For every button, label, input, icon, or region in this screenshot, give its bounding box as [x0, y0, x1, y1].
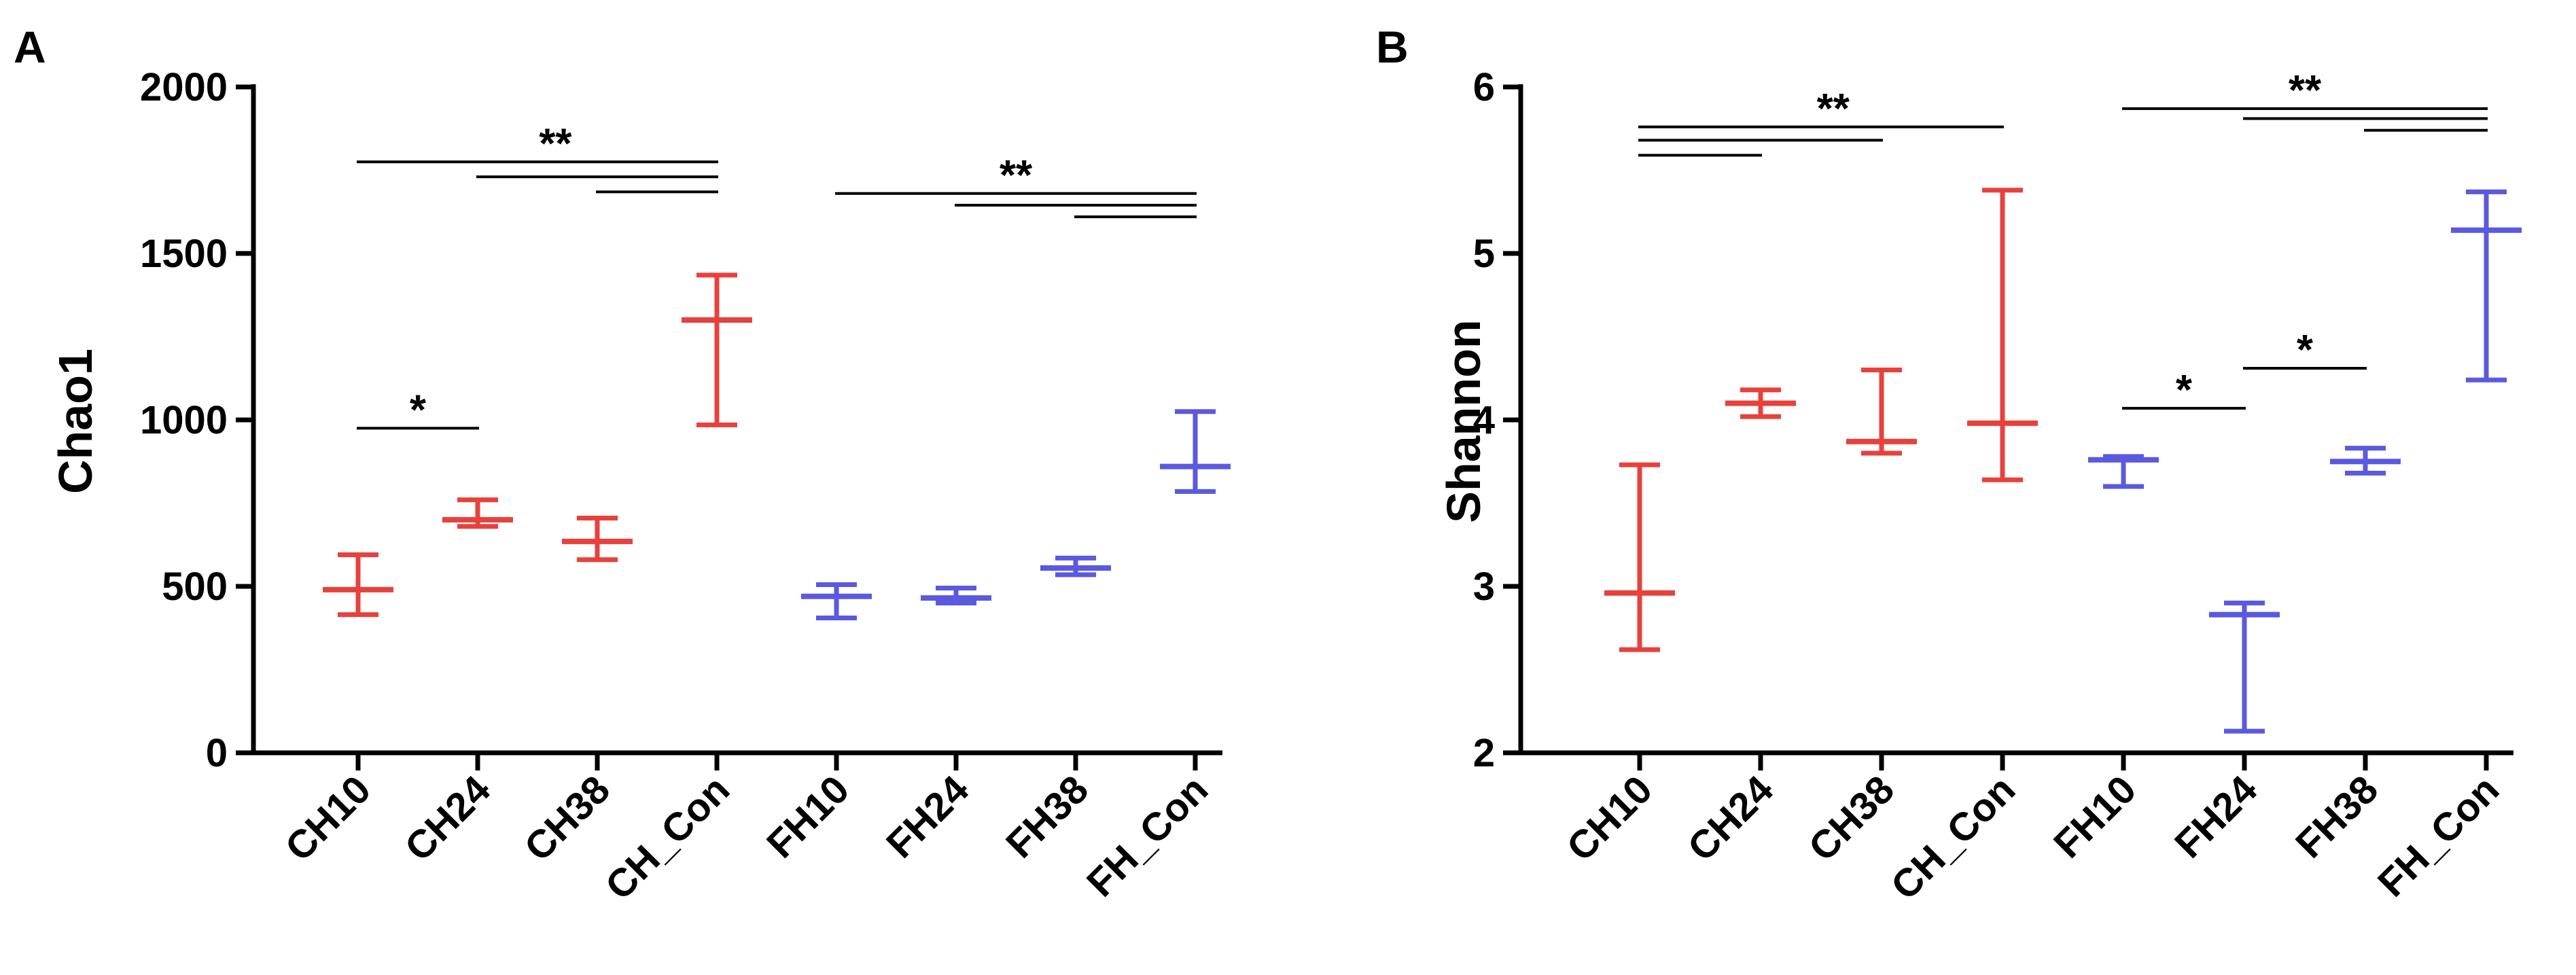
data-marker-ch-con: [1967, 188, 2038, 482]
significance-label: **: [1817, 86, 1850, 132]
significance-label: *: [410, 387, 427, 433]
significance-label: **: [1000, 152, 1033, 199]
data-marker-fh-con: [1160, 409, 1231, 494]
x-category-label: FH38: [2287, 767, 2386, 866]
x-category-label: CH10: [1558, 767, 1661, 870]
panel-b-label: B: [1376, 22, 1409, 72]
panel-a-chao1-chart: A Chao1 0 500 1000 1500 2000 CH10 CH24 CH38CH_C…: [14, 22, 1231, 908]
x-category-label: FH24: [878, 767, 977, 866]
x-category-label: FH_Con: [2369, 767, 2507, 905]
x-category-label: FH10: [758, 767, 858, 866]
data-marker-ch10: [1604, 462, 1675, 652]
data-marker-fh24: [2209, 601, 2280, 734]
data-marker-ch24: [442, 497, 513, 529]
y-tick-label: 1500: [140, 232, 228, 276]
panel-a-label: A: [14, 22, 46, 72]
data-marker-fh10: [801, 582, 872, 621]
significance-label: *: [2297, 327, 2314, 374]
y-tick-label: 2: [1473, 731, 1495, 775]
data-marker-fh-con: [2451, 189, 2522, 383]
x-category-label: FH24: [2166, 767, 2265, 866]
x-category-label: CH_Con: [1882, 767, 2024, 908]
x-category-label: CH24: [1679, 767, 1782, 870]
x-category-label: CH24: [396, 767, 499, 870]
data-marker-ch10: [323, 552, 393, 618]
x-category-label: FH_Con: [1078, 767, 1216, 905]
x-category-label: CH38: [1800, 767, 1903, 870]
data-marker-fh38: [1040, 555, 1111, 578]
x-category-label: CH_Con: [597, 767, 738, 908]
x-category-label: CH38: [516, 767, 618, 870]
y-tick-label: 4: [1473, 398, 1495, 442]
data-marker-ch38: [1846, 368, 1917, 456]
y-tick-label: 6: [1473, 65, 1495, 109]
y-tick-label: 0: [206, 731, 228, 775]
x-category-label: FH10: [2045, 767, 2145, 866]
significance-label: *: [2176, 367, 2193, 414]
data-marker-ch24: [1725, 387, 1796, 419]
data-marker-fh10: [2088, 454, 2159, 489]
data-marker-ch-con: [682, 272, 752, 427]
y-tick-label: 2000: [140, 65, 228, 109]
data-marker-fh24: [921, 585, 991, 605]
significance-label: **: [2289, 67, 2322, 114]
y-tick-label: 1000: [140, 398, 228, 442]
y-tick-label: 5: [1473, 232, 1495, 276]
y-tick-label: 500: [162, 565, 228, 609]
x-category-label: FH38: [998, 767, 1097, 866]
panel-a-y-axis-title: Chao1: [49, 349, 102, 494]
panel-b-y-axis-title: Shannon: [1437, 319, 1490, 522]
data-marker-fh38: [2330, 446, 2401, 476]
y-tick-label: 3: [1473, 565, 1495, 609]
x-category-label: CH10: [277, 767, 379, 870]
significance-label: **: [539, 120, 572, 167]
data-marker-ch38: [562, 516, 633, 563]
